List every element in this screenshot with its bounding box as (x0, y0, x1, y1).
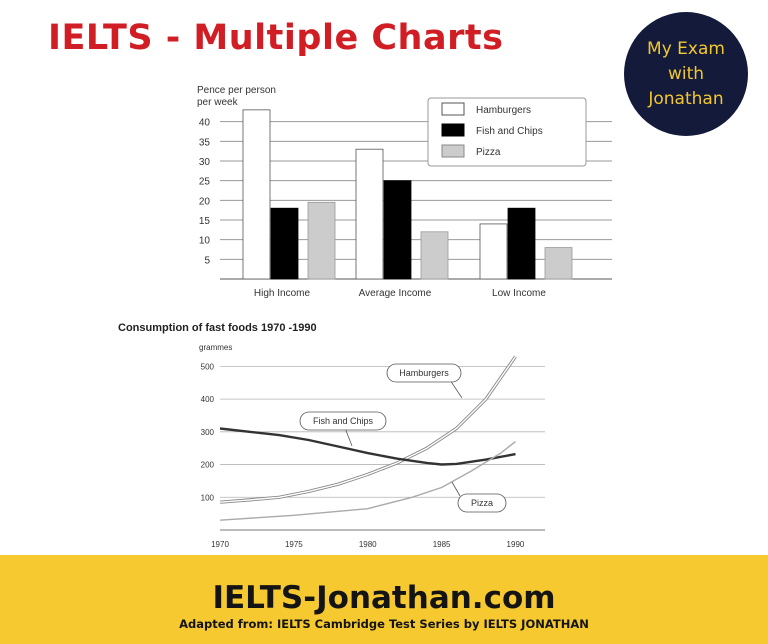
line-xtick-1985: 1985 (433, 540, 451, 549)
line-chart-series (219, 355, 517, 521)
bar-category-low-income: Low Income (492, 288, 546, 299)
line-ytick-500: 500 (201, 362, 215, 371)
charts-figure: 5 10 15 20 25 30 35 40 Pence per person per wee… (118, 85, 612, 549)
line-xtick-1970: 1970 (211, 540, 229, 549)
legend-swatch-pizza (441, 144, 465, 158)
bar-ytick-35: 35 (199, 137, 211, 148)
badge-line-1: My Exam (647, 38, 725, 59)
bar-ytick-25: 25 (199, 177, 211, 188)
line-series-fish-and-chips (219, 427, 516, 466)
bar-hamburgers-average-income (355, 148, 384, 280)
legend-box (427, 97, 587, 167)
bar-chart-y-ticks: 5 10 15 20 25 30 35 40 (199, 118, 211, 267)
bar-pizza-low-income (544, 247, 573, 280)
bar-chart-ylabel-line-1: Pence per person (197, 85, 276, 96)
callout-pizza (457, 493, 507, 513)
line-ytick-300: 300 (201, 428, 215, 437)
line-ytick-100: 100 (201, 493, 215, 502)
line-chart-grid (220, 365, 545, 531)
callout-label-fish-and-chips: Fish and Chips (313, 416, 374, 426)
line-series-hamburgers (219, 356, 517, 503)
callout-leader-pizza (451, 481, 461, 497)
line-chart-callouts: Hamburgers Fish and Chips Pizza (299, 363, 507, 513)
legend-swatch-hamburgers (441, 102, 465, 116)
bar-ytick-40: 40 (199, 118, 211, 129)
line-chart-ylabel: grammes (199, 343, 232, 352)
bar-pizza-average-income (420, 231, 449, 280)
footer-credit: Adapted from: IELTS Cambridge Test Serie… (179, 617, 589, 631)
bar-hamburgers-high-income (242, 109, 271, 280)
bar-pizza-high-income (307, 201, 336, 280)
bar-chart-ylabel-line-2: per week (197, 97, 239, 108)
line-xtick-1980: 1980 (359, 540, 377, 549)
line-series-pizza (219, 441, 516, 521)
line-ytick-400: 400 (201, 395, 215, 404)
legend-label-fish-and-chips: Fish and Chips (476, 126, 543, 137)
line-chart-x-ticks: 1970 1975 1980 1985 1990 (211, 540, 525, 549)
bar-chart-category-labels: High Income Average Income Low Income (254, 288, 546, 299)
footer-banner: IELTS-Jonathan.com Adapted from: IELTS C… (0, 555, 768, 644)
footer-site-name: IELTS-Jonathan.com (212, 580, 556, 616)
callout-fish-and-chips (299, 411, 387, 431)
bar-ytick-15: 15 (199, 216, 211, 227)
callout-hamburgers (386, 363, 462, 383)
bar-ytick-20: 20 (199, 196, 211, 207)
bar-chart-bars (242, 109, 573, 280)
bar-ytick-5: 5 (204, 255, 210, 266)
line-xtick-1975: 1975 (285, 540, 303, 549)
bar-ytick-10: 10 (199, 236, 211, 247)
badge-line-2: with (667, 63, 705, 84)
bar-fish-and-chips-average-income (383, 180, 412, 280)
bar-category-high-income: High Income (254, 288, 311, 299)
line-chart-y-ticks: 100 200 300 400 500 (201, 362, 215, 502)
bar-fish-and-chips-low-income (507, 207, 536, 280)
badge-line-3: Jonathan (648, 88, 724, 109)
legend-swatch-fish-and-chips (441, 123, 465, 137)
legend-label-hamburgers: Hamburgers (476, 105, 531, 116)
bar-chart-legend: Hamburgers Fish and Chips Pizza (427, 97, 587, 167)
line-xtick-1990: 1990 (507, 540, 525, 549)
bar-category-average-income: Average Income (359, 288, 432, 299)
legend-label-pizza: Pizza (476, 147, 501, 158)
line-chart-title: Consumption of fast foods 1970 -1990 (118, 322, 317, 334)
line-ytick-200: 200 (201, 461, 215, 470)
page-title: IELTS - Multiple Charts (48, 18, 504, 58)
bar-hamburgers-low-income (479, 223, 508, 280)
callout-label-pizza: Pizza (471, 498, 493, 508)
callout-leader-hamburgers (449, 379, 463, 399)
brand-badge: My Exam with Jonathan (624, 12, 748, 136)
bar-ytick-30: 30 (199, 157, 211, 168)
callout-leader-fish-and-chips (344, 427, 353, 447)
bar-fish-and-chips-high-income (270, 207, 299, 280)
callout-label-hamburgers: Hamburgers (399, 368, 449, 378)
